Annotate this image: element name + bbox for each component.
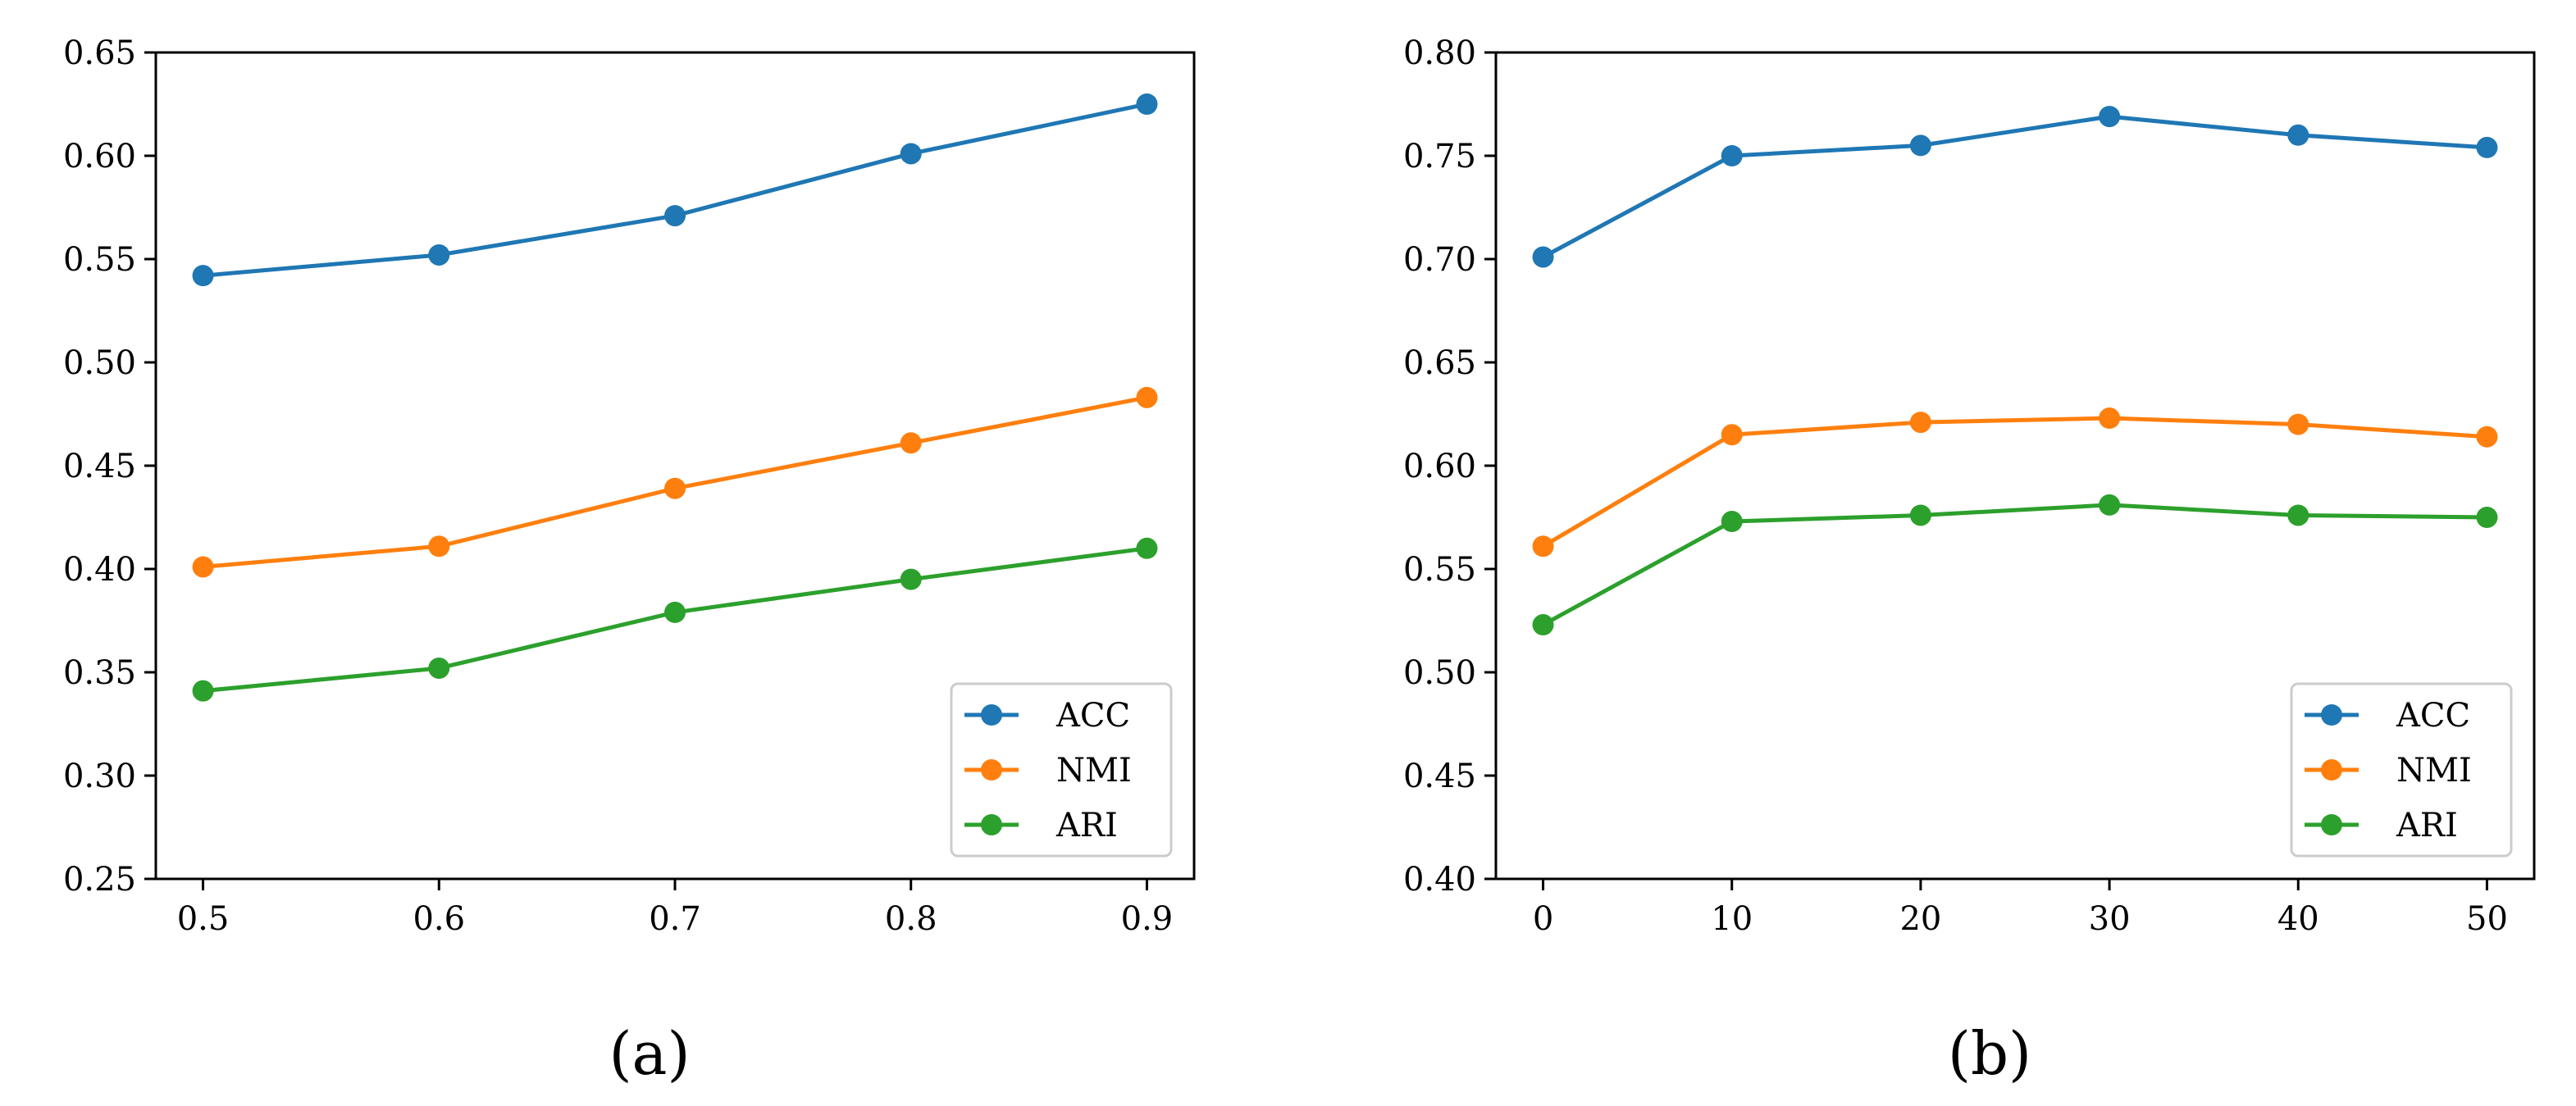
data-point-acc: [2287, 124, 2309, 146]
data-point-acc: [664, 205, 686, 227]
data-point-acc: [2476, 136, 2498, 158]
y-tick-label: 0.70: [1403, 241, 1476, 279]
legend-marker-ari: [2321, 814, 2342, 835]
data-point-ari: [428, 657, 450, 679]
data-point-nmi: [192, 556, 214, 578]
x-tick-label: 40: [2277, 900, 2319, 938]
data-point-acc: [428, 244, 450, 266]
legend-label-ari: ARI: [2396, 807, 2458, 844]
y-tick-label: 0.50: [1403, 654, 1476, 692]
data-point-nmi: [664, 477, 686, 499]
series-line-nmi: [1542, 416, 2487, 548]
y-tick-label: 0.60: [63, 138, 136, 175]
legend-label-acc: ACC: [1055, 697, 1130, 735]
data-point-nmi: [1136, 386, 1158, 408]
series-line-acc: [203, 102, 1147, 278]
y-tick-label: 0.55: [63, 241, 136, 279]
data-point-ari: [2099, 494, 2121, 516]
data-point-ari: [2476, 507, 2498, 528]
series-line-acc: [1542, 114, 2487, 259]
y-tick-label: 0.55: [1403, 551, 1476, 589]
data-point-nmi: [2287, 413, 2309, 435]
legend-marker-nmi: [2321, 759, 2342, 781]
x-tick-label: 0.7: [649, 900, 701, 938]
legend-marker-acc: [2321, 704, 2342, 726]
y-tick-label: 0.45: [1403, 758, 1476, 795]
data-point-acc: [1721, 145, 1743, 166]
data-point-nmi: [1532, 535, 1554, 558]
y-tick-label: 0.50: [63, 344, 136, 382]
x-tick-label: 0.6: [413, 900, 465, 938]
legend-label-nmi: NMI: [2396, 752, 2472, 790]
y-tick-label: 0.75: [1403, 138, 1476, 175]
y-tick-label: 0.60: [1403, 448, 1476, 485]
data-point-nmi: [2476, 426, 2498, 448]
y-tick-label: 0.40: [63, 551, 136, 589]
data-point-ari: [1136, 537, 1158, 559]
y-tick-label: 0.80: [1403, 34, 1476, 72]
data-point-ari: [192, 680, 214, 702]
y-tick-label: 0.30: [63, 758, 136, 795]
legend-label-nmi: NMI: [1056, 752, 1132, 790]
x-tick-label: 0.9: [1121, 900, 1174, 938]
data-point-acc: [1909, 134, 1931, 157]
data-point-ari: [1909, 504, 1931, 526]
y-tick-label: 0.35: [63, 654, 136, 692]
legend-marker-ari: [981, 814, 1002, 835]
legend-box: [950, 682, 1173, 858]
data-point-nmi: [900, 432, 922, 454]
chart-a: 0.25 0.30 0.35 0.40 0.45 0.50 0.55 0.60 0.65 0.5 0…: [63, 34, 1196, 1088]
data-point-ari: [664, 601, 686, 623]
y-tick-label: 0.45: [63, 448, 136, 485]
data-point-ari: [1532, 614, 1554, 636]
x-tick-label: 0: [1533, 900, 1553, 938]
y-tick-label: 0.65: [63, 34, 136, 72]
chart-b: 0.40 0.45 0.50 0.55 0.60 0.65 0.70 0.75 0.80 0 10 2…: [1403, 34, 2536, 1088]
data-point-nmi: [1721, 424, 1743, 446]
subfigure-caption: (b): [1948, 1019, 2031, 1088]
x-tick-label: 50: [2466, 900, 2508, 938]
data-point-ari: [900, 568, 922, 590]
data-point-acc: [1136, 93, 1158, 115]
x-tick-label: 20: [1899, 900, 1941, 938]
legend-marker-acc: [981, 704, 1002, 726]
data-point-ari: [1721, 511, 1743, 533]
y-tick-label: 0.40: [1403, 861, 1476, 899]
x-tick-label: 0.8: [885, 900, 937, 938]
data-point-ari: [2287, 504, 2309, 526]
x-tick-label: 10: [1711, 900, 1753, 938]
data-point-acc: [192, 265, 214, 287]
legend-label-ari: ARI: [1055, 807, 1118, 844]
legend-box: [2290, 682, 2513, 858]
series-line-ari: [1542, 503, 2487, 627]
y-tick-label: 0.65: [1403, 344, 1476, 382]
legend-marker-nmi: [981, 759, 1002, 781]
data-point-acc: [2099, 106, 2121, 128]
data-point-acc: [900, 143, 922, 165]
x-tick-label: 30: [2089, 900, 2131, 938]
subfigure-caption: (a): [609, 1019, 690, 1088]
data-point-nmi: [2099, 407, 2121, 430]
legend-label-acc: ACC: [2396, 697, 2470, 735]
y-tick-label: 0.25: [63, 861, 136, 899]
data-point-nmi: [428, 535, 450, 558]
data-point-acc: [1532, 246, 1554, 268]
x-tick-label: 0.5: [177, 900, 230, 938]
data-point-nmi: [1909, 412, 1931, 434]
